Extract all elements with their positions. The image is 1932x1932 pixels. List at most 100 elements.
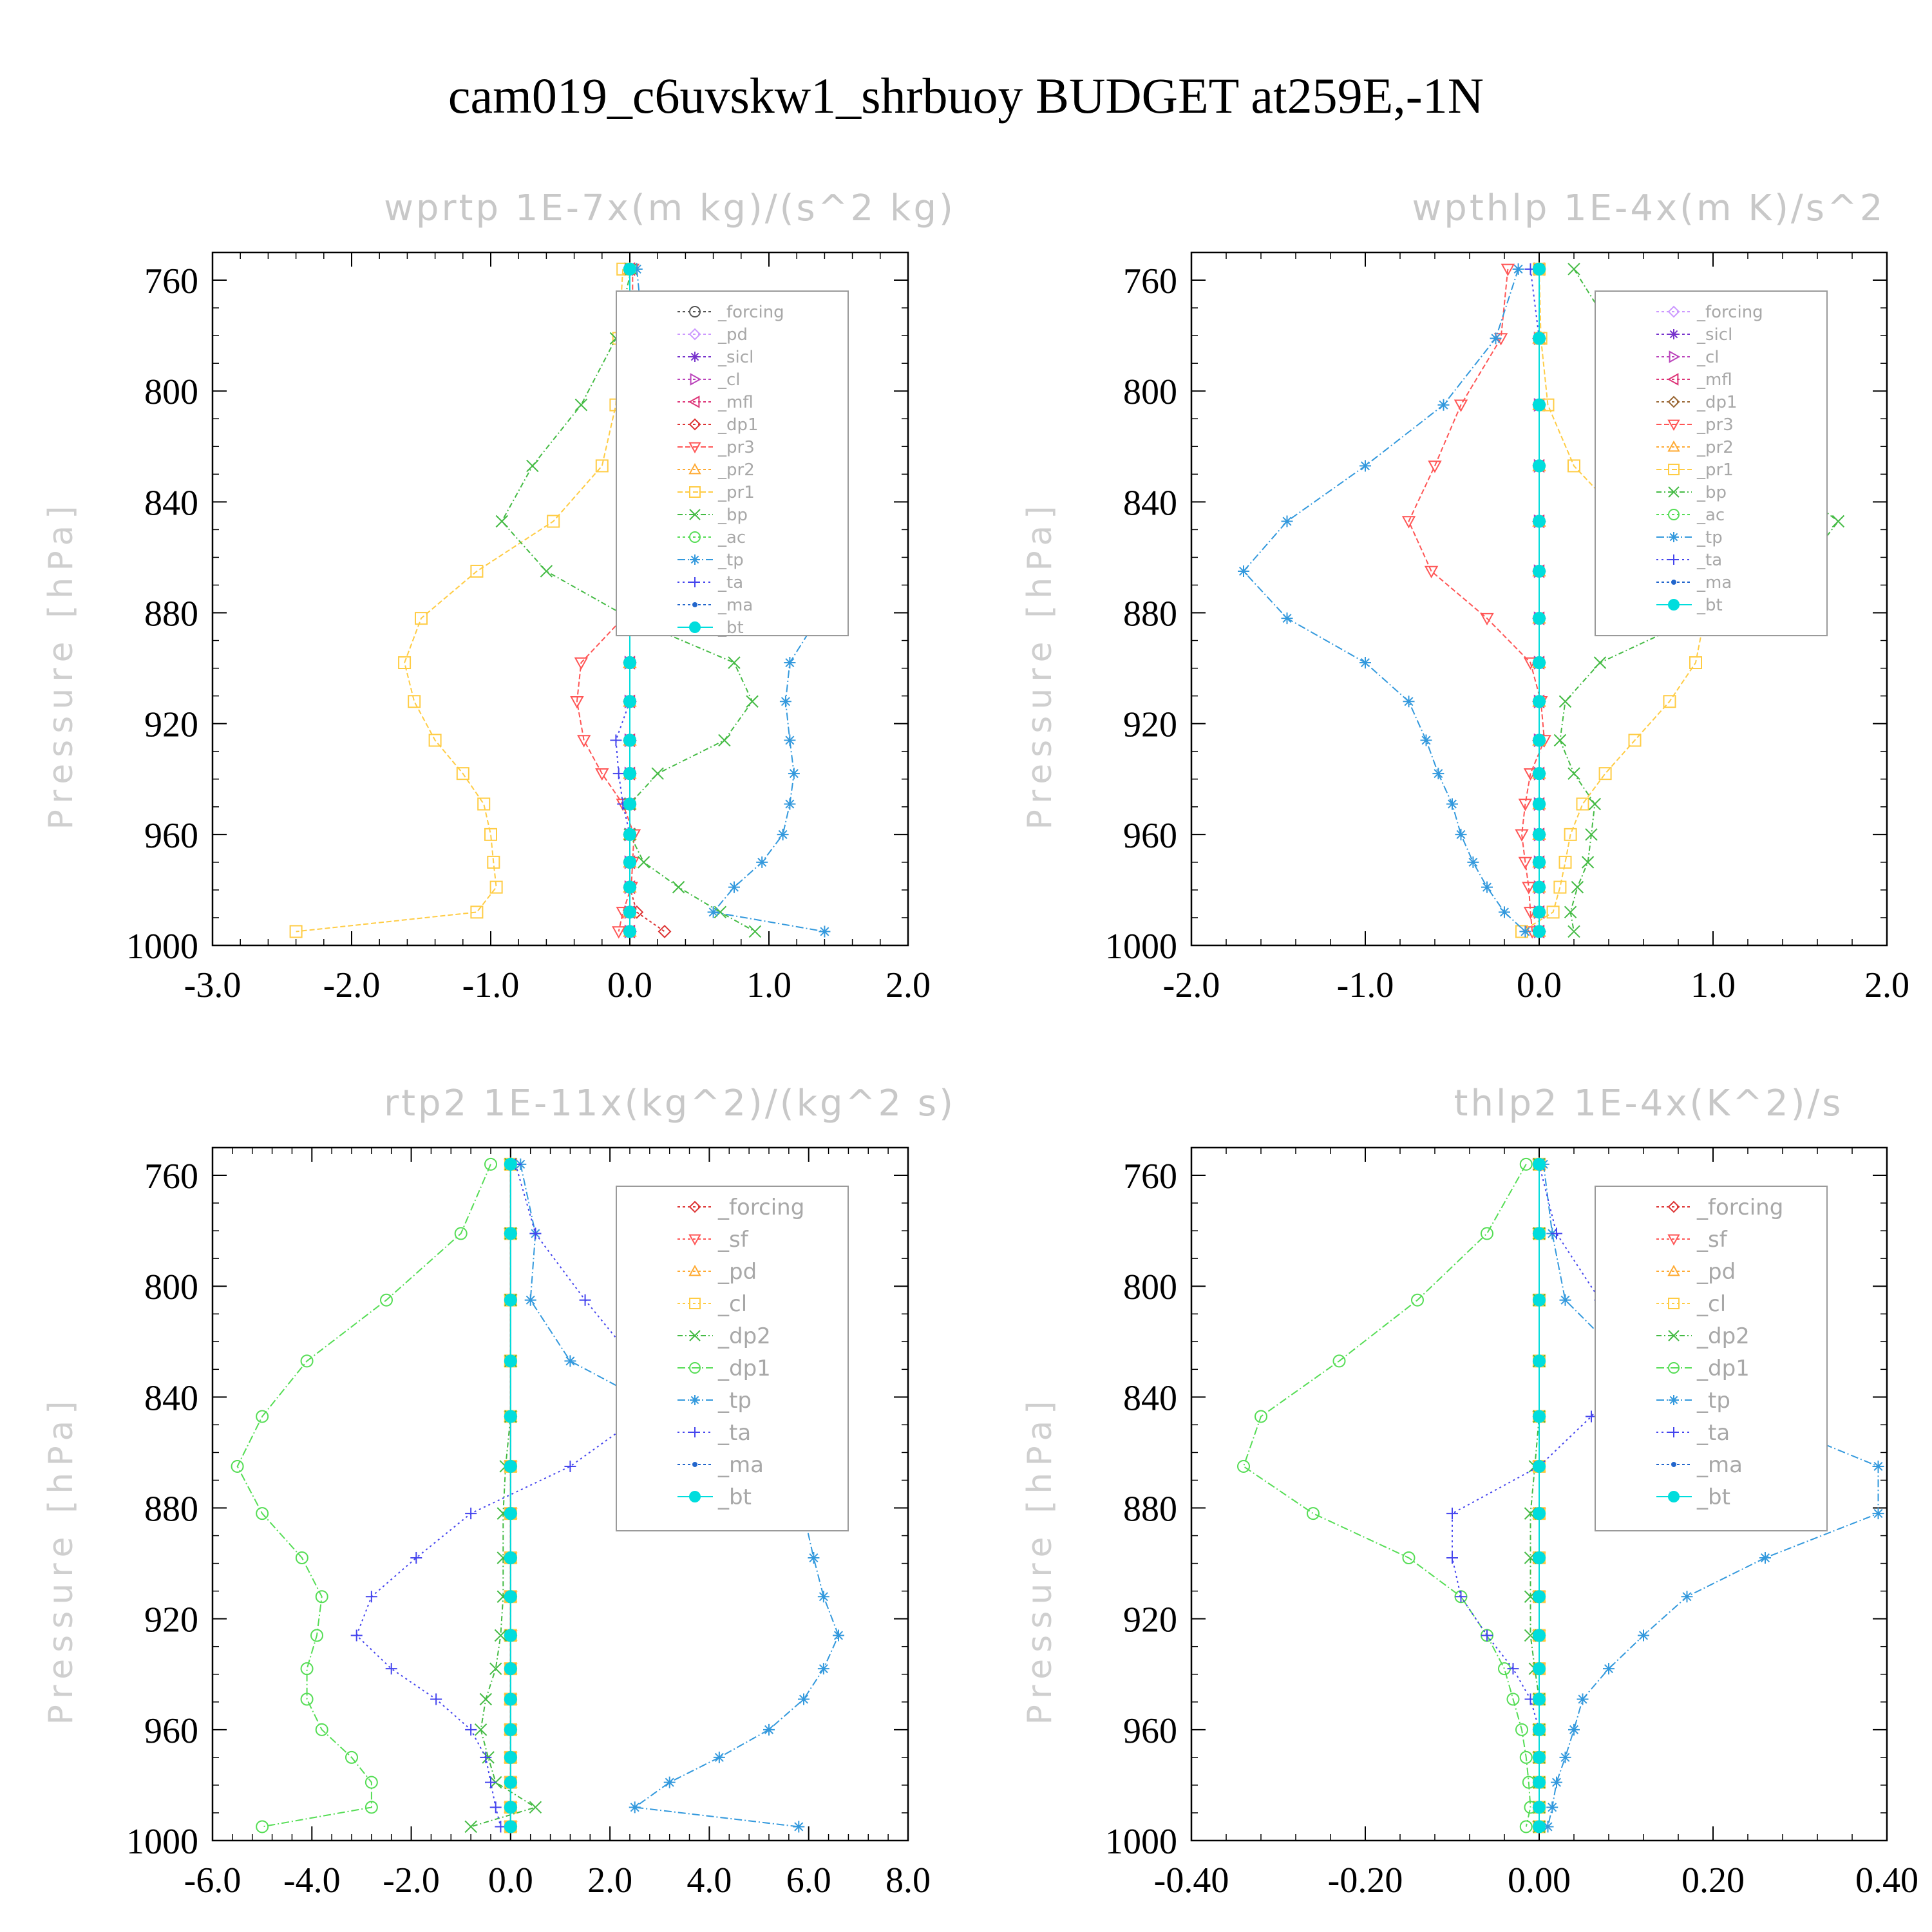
legend-item: _pr1 bbox=[677, 483, 755, 502]
y-tick-label: 840 bbox=[1123, 1378, 1177, 1418]
series-line_dp2 bbox=[470, 1164, 537, 1828]
data-point_dp1 bbox=[1402, 1551, 1416, 1564]
data-point_pr1 bbox=[477, 797, 491, 811]
data-point_bp bbox=[1553, 734, 1567, 747]
data-point_tp bbox=[663, 1776, 676, 1788]
legend-label: _pr2 bbox=[1696, 438, 1734, 457]
legend-item: _pr2 bbox=[677, 460, 755, 480]
legend: _forcing _sf _pd _cl _dp2 _dp1 _tp _ta _ma _bt bbox=[616, 1186, 849, 1531]
data-point_dp1 bbox=[300, 1692, 314, 1706]
data-point_bt bbox=[504, 1590, 517, 1604]
legend-marker bbox=[1668, 1330, 1680, 1341]
data-point_dp1 bbox=[1332, 1354, 1346, 1368]
legend-marker bbox=[1667, 1200, 1680, 1213]
legend-item: _dp1 bbox=[1656, 1356, 1750, 1381]
y-tick-label: 1000 bbox=[1105, 927, 1177, 967]
y-tick-label: 840 bbox=[144, 1378, 198, 1418]
plot-area bbox=[1238, 261, 1845, 939]
legend-label: _dp2 bbox=[1696, 1323, 1750, 1349]
data-point_pr1 bbox=[456, 767, 469, 781]
series_ta bbox=[350, 1158, 646, 1833]
y-tick-label: 920 bbox=[144, 1600, 198, 1640]
legend-marker bbox=[688, 1234, 701, 1246]
data-point_tp bbox=[1403, 696, 1415, 708]
data-point_bt bbox=[623, 855, 636, 869]
x-tick-label: 2.0 bbox=[587, 1861, 632, 1900]
data-point_pr1 bbox=[489, 880, 503, 894]
data-point_ta bbox=[430, 1693, 442, 1705]
legend-label: _cl bbox=[717, 1291, 747, 1317]
data-point_ta bbox=[410, 1551, 422, 1564]
legend-marker bbox=[1668, 464, 1680, 475]
data-point_bt bbox=[1533, 656, 1546, 669]
legend-label: _forcing bbox=[1696, 303, 1763, 322]
y-tick-label: 760 bbox=[1123, 261, 1177, 301]
legend-marker bbox=[1668, 486, 1680, 498]
legend-item: _ma bbox=[1656, 1452, 1743, 1478]
data-point_pr3 bbox=[1518, 857, 1533, 869]
legend-item: _pr3 bbox=[677, 438, 755, 457]
legend-label: _tp bbox=[717, 551, 744, 570]
data-point_bp bbox=[1567, 925, 1580, 938]
panel-rtp2: rtp2 1E-11x(kg^2)/(kg^2 s) Pressure [hPa… bbox=[42, 1083, 953, 1900]
legend-item: _dp2 bbox=[1656, 1323, 1750, 1349]
data-point_bt bbox=[504, 1750, 517, 1764]
data-point_tp bbox=[1872, 1508, 1884, 1520]
legend-marker bbox=[1667, 440, 1680, 452]
data-point_tp bbox=[1519, 925, 1531, 938]
legend-item: _dp2 bbox=[677, 1323, 771, 1349]
legend-item: _dp1 bbox=[1656, 393, 1738, 412]
data-point_dp1 bbox=[484, 1157, 497, 1171]
data-point_tp bbox=[1281, 515, 1293, 527]
data-point_bt bbox=[1533, 398, 1546, 412]
data-point_ta bbox=[1446, 1551, 1458, 1564]
data-point_dp1 bbox=[1307, 1507, 1320, 1520]
data-point_ta bbox=[365, 1591, 377, 1603]
legend-item: _ma bbox=[677, 1452, 764, 1478]
x-tick-label: 0.0 bbox=[488, 1861, 533, 1900]
legend-label: _bt bbox=[1696, 596, 1723, 615]
data-point_bt bbox=[504, 1801, 517, 1814]
data-point_tp bbox=[1559, 1751, 1571, 1763]
data-point_bt bbox=[1533, 734, 1546, 747]
y-tick-label: 840 bbox=[1123, 483, 1177, 523]
data-point_bt bbox=[504, 1662, 517, 1676]
data-point_dp1 bbox=[454, 1227, 468, 1240]
legend-label: _ma bbox=[717, 1452, 764, 1478]
x-tick-label: 0.00 bbox=[1508, 1861, 1571, 1900]
data-point_bp bbox=[1567, 263, 1580, 276]
series-line_dp1 bbox=[236, 1164, 491, 1828]
data-point_bp bbox=[718, 734, 731, 747]
legend-marker bbox=[1669, 329, 1679, 339]
legend-marker bbox=[689, 1362, 701, 1374]
data-point_bt bbox=[1533, 1507, 1546, 1520]
legend-marker bbox=[689, 1330, 701, 1341]
data-point_dp1 bbox=[1519, 1820, 1533, 1833]
data-point_pr3 bbox=[612, 926, 626, 939]
data-point_bt bbox=[504, 1629, 517, 1642]
legend-marker bbox=[1668, 1298, 1680, 1309]
x-tick-label: -2.0 bbox=[323, 965, 381, 1005]
y-axis-label: Pressure [hPa] bbox=[1021, 500, 1059, 830]
data-point_dp1 bbox=[1506, 1692, 1520, 1706]
legend-item: _pd bbox=[1656, 1259, 1736, 1285]
y-tick-label: 760 bbox=[144, 1157, 198, 1197]
data-point_dp2 bbox=[474, 1723, 488, 1736]
data-point_pr1 bbox=[547, 515, 560, 528]
legend-marker bbox=[690, 554, 700, 565]
series_dp1 bbox=[1237, 1157, 1537, 1833]
data-point_bt bbox=[1533, 612, 1546, 625]
plot-frame bbox=[211, 251, 909, 947]
y-tick-label: 960 bbox=[144, 816, 198, 856]
legend-marker bbox=[1669, 1395, 1679, 1405]
legend-label: _bp bbox=[717, 506, 748, 525]
data-point_bt bbox=[1533, 1459, 1546, 1473]
legend-marker bbox=[1668, 1362, 1680, 1374]
x-tick-label: -2.0 bbox=[1163, 965, 1220, 1005]
x-tick-label: 0.40 bbox=[1855, 1861, 1918, 1900]
series-line_dp1 bbox=[1242, 1164, 1531, 1827]
x-tick-label: -4.0 bbox=[283, 1861, 341, 1900]
data-point_dp1 bbox=[658, 925, 672, 938]
data-point_tp bbox=[713, 1751, 725, 1763]
data-point_bt bbox=[1533, 855, 1546, 869]
